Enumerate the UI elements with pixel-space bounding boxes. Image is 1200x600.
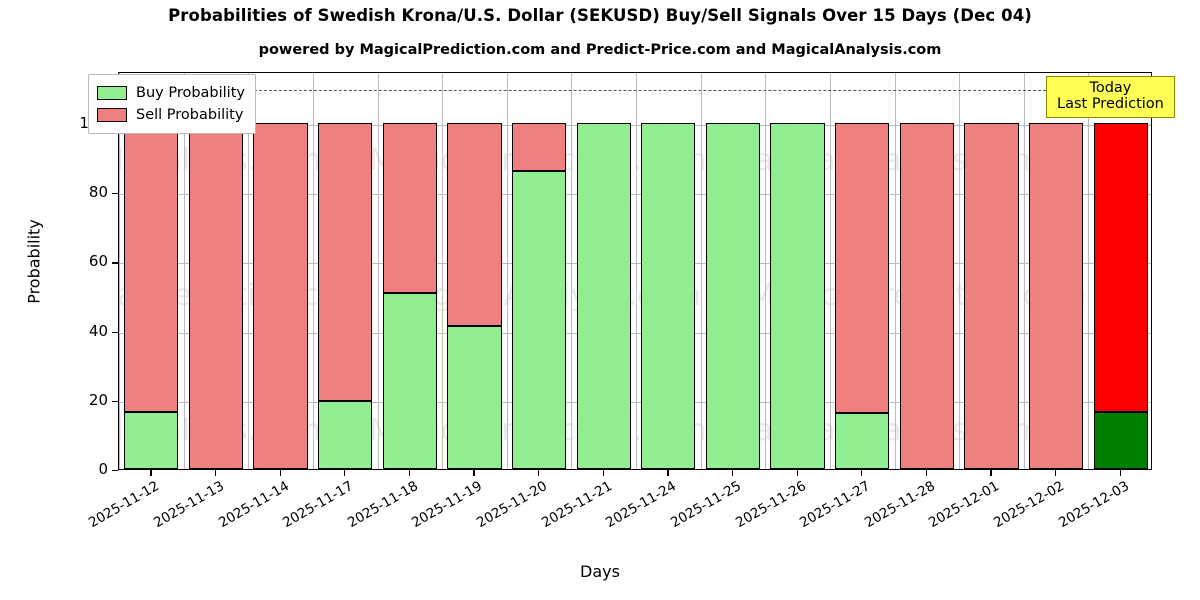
y-axis-label-wrap: Probability	[8, 72, 44, 470]
legend-item-sell[interactable]: Sell Probability	[97, 104, 245, 126]
y-tick-mark	[112, 262, 118, 264]
x-tick-mark	[408, 470, 410, 476]
bar-segment-sell	[124, 123, 179, 412]
reference-line	[119, 90, 1151, 92]
x-tick-mark	[1119, 470, 1121, 476]
bar-segment-buy	[835, 412, 890, 469]
bar[interactable]	[382, 123, 437, 469]
bar[interactable]	[770, 123, 825, 469]
bar-segment-buy	[705, 123, 761, 469]
y-tick-mark	[112, 331, 118, 333]
bars-layer	[119, 73, 1151, 469]
x-tick-mark	[731, 470, 734, 476]
chart-title: Probabilities of Swedish Krona/U.S. Doll…	[168, 6, 1032, 25]
bar-segment-sell	[318, 123, 373, 401]
x-tick-mark	[473, 470, 475, 476]
bar-segment-sell	[899, 123, 954, 469]
bar-segment-buy	[641, 123, 696, 469]
legend-item-buy[interactable]: Buy Probability	[97, 82, 245, 104]
bar-segment-buy	[770, 123, 825, 469]
bar-segment-buy	[382, 292, 437, 469]
y-tick-label: 60	[88, 252, 108, 271]
bar-segment-sell	[835, 123, 890, 413]
x-tick-mark	[925, 470, 927, 476]
y-tick-label: 40	[88, 321, 108, 340]
bar[interactable]	[576, 123, 631, 469]
y-tick-label: 20	[88, 390, 108, 409]
plot-area: MagicalAnalysis.comMagicalPrediction.com…	[118, 72, 1152, 470]
bar[interactable]	[899, 123, 954, 469]
legend-label-sell: Sell Probability	[136, 107, 244, 123]
x-axis-label: Days	[580, 562, 620, 581]
bar-segment-sell	[253, 123, 308, 469]
bar-segment-buy	[124, 411, 179, 469]
today-annotation-line2: Last Prediction	[1057, 96, 1164, 113]
y-axis-label: Probability	[24, 219, 44, 304]
bar-segment-sell	[447, 123, 502, 327]
bar[interactable]	[964, 123, 1019, 469]
bar[interactable]	[705, 123, 761, 469]
x-tick-mark	[667, 470, 669, 476]
y-tick-mark	[112, 193, 118, 195]
bar[interactable]	[641, 123, 696, 469]
bar-segment-sell	[1093, 123, 1148, 412]
bar-segment-buy	[1093, 411, 1148, 469]
chart-subtitle: powered by MagicalPrediction.com and Pre…	[258, 42, 942, 58]
bar[interactable]	[318, 123, 373, 469]
bar-segment-sell	[382, 123, 437, 293]
bar[interactable]	[188, 123, 244, 469]
bar-today[interactable]	[1093, 123, 1148, 469]
x-tick-mark	[602, 470, 604, 476]
bar[interactable]	[124, 123, 179, 469]
bar[interactable]	[447, 123, 502, 469]
bar[interactable]	[835, 123, 890, 469]
legend-label-buy: Buy Probability	[136, 85, 245, 101]
chart-legend: Buy Probability Sell Probability	[88, 74, 256, 134]
bar-segment-sell	[511, 123, 567, 172]
bar[interactable]	[253, 123, 308, 469]
today-annotation-line1: Today	[1089, 80, 1132, 96]
bar-segment-buy	[447, 326, 502, 469]
x-tick-mark	[150, 470, 152, 476]
legend-swatch-sell	[97, 108, 127, 122]
x-tick-mark	[538, 470, 540, 476]
x-tick-mark	[861, 470, 863, 476]
bar-segment-sell	[964, 123, 1019, 469]
bar-segment-buy	[318, 400, 373, 469]
y-tick-mark	[112, 470, 118, 472]
x-tick-mark	[214, 470, 217, 476]
bar-segment-sell	[188, 123, 244, 469]
y-tick-mark	[112, 400, 118, 402]
x-tick-mark	[279, 470, 281, 476]
x-tick-mark	[990, 470, 992, 476]
x-tick-mark	[344, 470, 346, 476]
bar-segment-buy	[511, 171, 567, 469]
x-tick-mark	[1055, 470, 1057, 476]
today-annotation: Today Last Prediction	[1046, 76, 1175, 119]
y-tick-label: 80	[88, 183, 108, 202]
y-tick-label: 0	[98, 460, 108, 478]
bar[interactable]	[511, 123, 567, 469]
bar-segment-buy	[576, 123, 631, 469]
legend-swatch-buy	[97, 86, 127, 100]
x-tick-mark	[796, 470, 798, 476]
bar-segment-sell	[1028, 123, 1084, 469]
bar[interactable]	[1028, 123, 1084, 469]
